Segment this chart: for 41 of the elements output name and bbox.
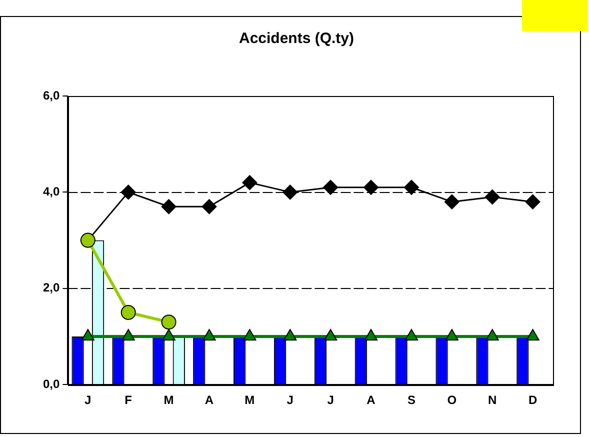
point — [404, 329, 418, 340]
point — [364, 180, 379, 195]
point — [404, 180, 419, 195]
point — [323, 180, 338, 195]
x-tick-label: M — [244, 393, 255, 408]
x-tick-label: J — [327, 393, 334, 408]
x-tick-label: S — [407, 393, 416, 408]
x-tick-label: D — [528, 393, 538, 408]
point — [445, 329, 458, 340]
point — [444, 194, 460, 210]
x-tick-label: F — [124, 393, 132, 408]
x-tick-label: O — [447, 393, 457, 408]
point — [120, 184, 136, 200]
x-tick-label: N — [488, 393, 497, 408]
chart-title: Accidents (Q.ty) — [238, 30, 354, 48]
point — [484, 190, 500, 205]
point — [284, 329, 297, 340]
point — [161, 199, 176, 214]
point — [486, 329, 499, 340]
point — [526, 329, 540, 340]
point — [282, 184, 298, 200]
point — [324, 329, 338, 340]
point — [122, 329, 135, 340]
point — [202, 329, 216, 340]
point — [525, 194, 540, 210]
y-tick-label: 0,0 — [42, 376, 60, 391]
x-tick-label: A — [204, 393, 214, 408]
point — [364, 329, 378, 340]
x-tick-label: M — [164, 393, 174, 408]
y-tick-label: 2,0 — [42, 280, 60, 295]
point — [120, 304, 136, 320]
point — [243, 329, 256, 340]
y-tick-label: 6,0 — [42, 88, 60, 102]
y-tick-label: 4,0 — [42, 184, 60, 199]
point — [202, 199, 217, 214]
point — [162, 329, 176, 340]
x-tick-label: J — [286, 393, 294, 408]
point — [242, 175, 258, 190]
x-tick-label: J — [84, 393, 92, 408]
x-tick-label: A — [366, 393, 376, 408]
point — [81, 329, 94, 340]
